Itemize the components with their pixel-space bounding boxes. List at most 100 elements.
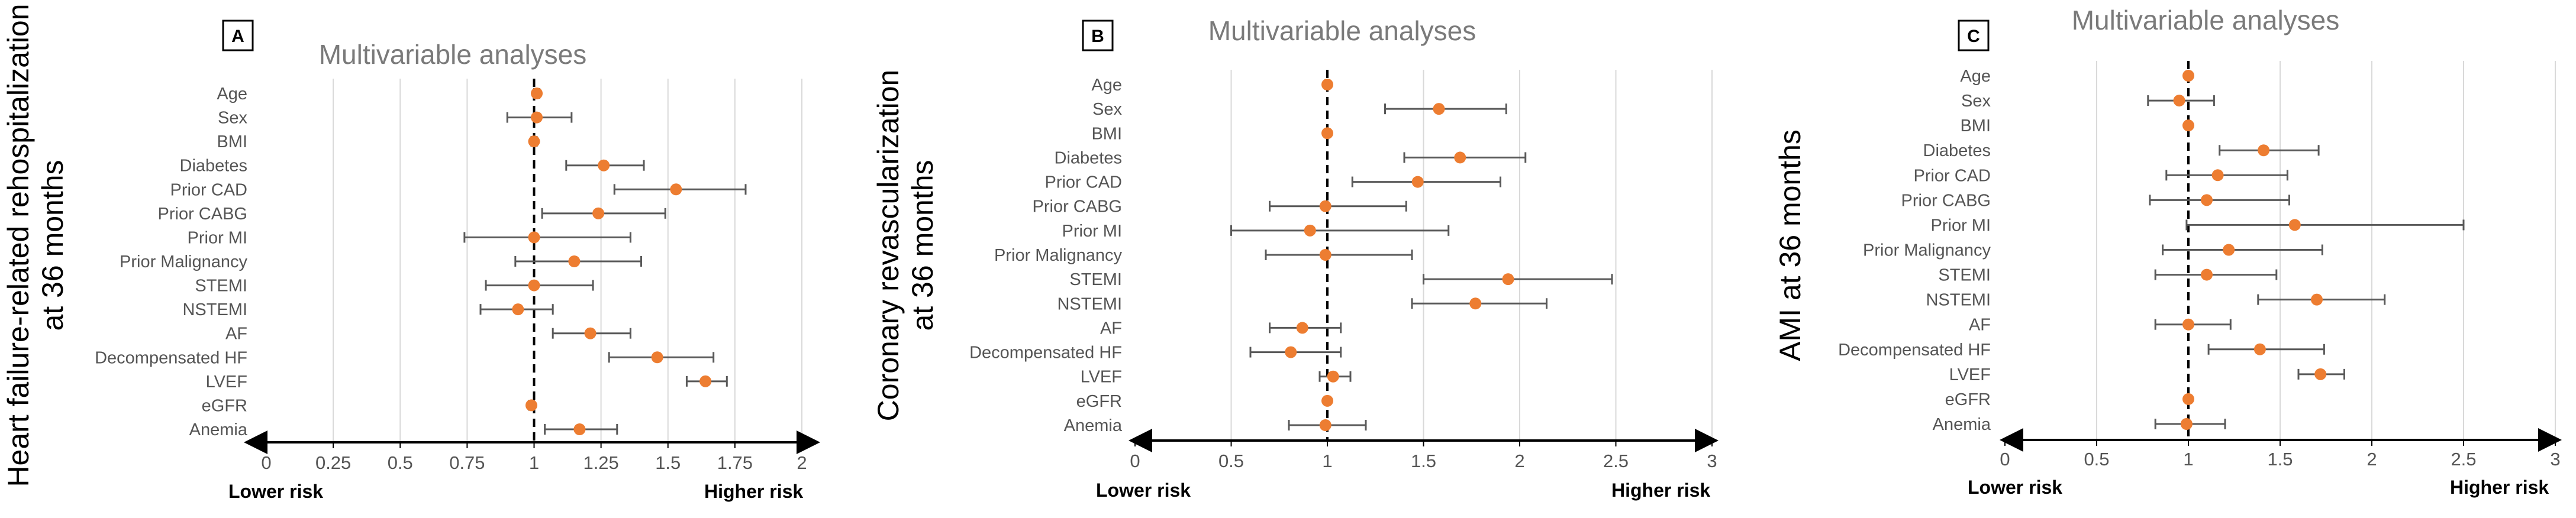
x-tick-label: 1	[529, 452, 539, 473]
category-label: Prior CAD	[1044, 173, 1122, 192]
x-tick-label: 1.5	[2267, 449, 2293, 470]
x-tick-label: 2.5	[2451, 449, 2476, 470]
category-label: Prior MI	[1931, 216, 1991, 235]
category-label: NSTEMI	[1926, 291, 1991, 310]
x-tick-label: 0.75	[449, 452, 485, 473]
panel-a: A Multivariable analyses Heart failure-rel…	[2, 4, 820, 502]
category-label: Anemia	[1933, 415, 1991, 434]
category-label: Diabetes	[180, 157, 247, 176]
point-estimate	[584, 327, 597, 339]
category-label: Anemia	[189, 420, 248, 439]
point-estimate	[528, 231, 540, 244]
x-tick-label: 1	[1322, 451, 1332, 471]
category-label: Prior CAD	[1913, 166, 1991, 185]
category-label: BMI	[217, 132, 247, 151]
lower-risk-label: Lower risk	[1096, 480, 1191, 501]
panel-title: Multivariable analyses	[1208, 15, 1476, 46]
point-estimate	[2182, 70, 2194, 82]
point-estimate	[1411, 176, 1424, 188]
category-label: Sex	[1092, 100, 1122, 119]
category-label: Age	[1960, 67, 1991, 86]
category-label: Prior CABG	[1033, 198, 1122, 216]
point-estimate	[592, 207, 605, 219]
x-tick-label: 2	[1514, 451, 1524, 471]
panel-title: Multivariable analyses	[319, 39, 587, 70]
y-axis-label: Heart failure-related rehospitalization a…	[2, 4, 69, 487]
point-estimate	[531, 111, 543, 124]
point-estimate	[699, 375, 712, 387]
category-label: AF	[1100, 319, 1122, 338]
category-label: Age	[217, 85, 247, 103]
x-tick-label: 2	[797, 452, 807, 473]
point-estimate	[2253, 343, 2266, 355]
x-tick-label: 1	[2183, 449, 2193, 470]
category-label: NSTEMI	[182, 300, 247, 319]
x-tick-label: 0.5	[1218, 451, 1244, 471]
point-estimate	[528, 135, 540, 148]
point-estimate	[2180, 418, 2193, 430]
category-label: LVEF	[1949, 365, 1991, 384]
x-tick-label: 0	[261, 452, 271, 473]
point-estimate	[2288, 219, 2301, 231]
x-tick-label: 2.5	[1603, 451, 1629, 471]
point-estimate	[1454, 151, 1466, 164]
category-label: eGFR	[1076, 392, 1122, 411]
x-tick-label: 2	[2367, 449, 2377, 470]
point-estimate	[2314, 368, 2327, 380]
point-estimate	[1296, 322, 1308, 334]
category-label: LVEF	[206, 373, 247, 391]
category-label: eGFR	[202, 396, 247, 415]
category-label: Prior Malignancy	[1863, 241, 1991, 260]
higher-risk-label: Higher risk	[1611, 480, 1710, 501]
point-estimate	[2173, 95, 2185, 107]
point-estimate	[1502, 273, 1514, 286]
category-label: Decompensated HF	[1838, 341, 1991, 360]
point-estimate	[568, 255, 581, 267]
category-label: AF	[225, 325, 247, 344]
y-axis-label-line: Heart failure-related rehospitalization	[2, 4, 35, 487]
point-estimate	[1319, 200, 1331, 212]
point-estimate	[1304, 224, 1316, 237]
higher-risk-label: Higher risk	[2450, 477, 2549, 498]
lower-risk-label: Lower risk	[228, 481, 323, 502]
point-estimate	[1321, 79, 1333, 90]
point-estimate	[1319, 249, 1331, 261]
point-estimate	[2201, 194, 2213, 206]
category-label: BMI	[1091, 124, 1122, 143]
point-estimate	[2211, 169, 2224, 182]
category-label: STEMI	[1938, 266, 1991, 285]
category-label: Prior CABG	[158, 205, 247, 224]
point-estimate	[573, 423, 586, 435]
x-tick-label: 1.25	[583, 452, 618, 473]
y-axis-label: AMI at 36 months	[1774, 130, 1807, 361]
x-tick-label: 0.25	[315, 452, 351, 473]
point-estimate	[1327, 370, 1339, 383]
category-label: Diabetes	[1923, 141, 1991, 160]
panel-letter-box	[1958, 20, 1990, 51]
x-tick-label: 3	[2550, 449, 2560, 470]
point-estimate	[531, 88, 543, 99]
point-estimate	[2258, 144, 2270, 157]
category-label: NSTEMI	[1057, 294, 1122, 313]
point-estimate	[1321, 394, 1333, 407]
point-estimate	[525, 399, 537, 412]
panel-title: Multivariable analyses	[2072, 5, 2340, 35]
category-label: Anemia	[1064, 416, 1123, 435]
category-label: Prior MI	[1062, 222, 1123, 241]
point-estimate	[2201, 268, 2213, 281]
panel-letter: A	[231, 27, 244, 46]
y-axis-label-line: Coronary revascularization	[872, 70, 905, 422]
panel-b: B Multivariable analyses Coronary revascul…	[872, 15, 1719, 501]
panel-letter: B	[1091, 27, 1104, 46]
x-tick-label: 0.5	[388, 452, 413, 473]
point-estimate	[1319, 419, 1331, 431]
point-estimate	[528, 279, 540, 292]
x-tick-label: 1.5	[655, 452, 681, 473]
panel-letter-box	[1082, 20, 1114, 51]
point-estimate	[1285, 346, 1297, 358]
category-label: Prior CABG	[1901, 191, 1991, 210]
point-estimate	[2311, 293, 2323, 306]
category-label: Prior Malignancy	[994, 246, 1122, 265]
panel-letter: C	[1967, 27, 1980, 46]
category-label: Prior CAD	[170, 180, 247, 199]
